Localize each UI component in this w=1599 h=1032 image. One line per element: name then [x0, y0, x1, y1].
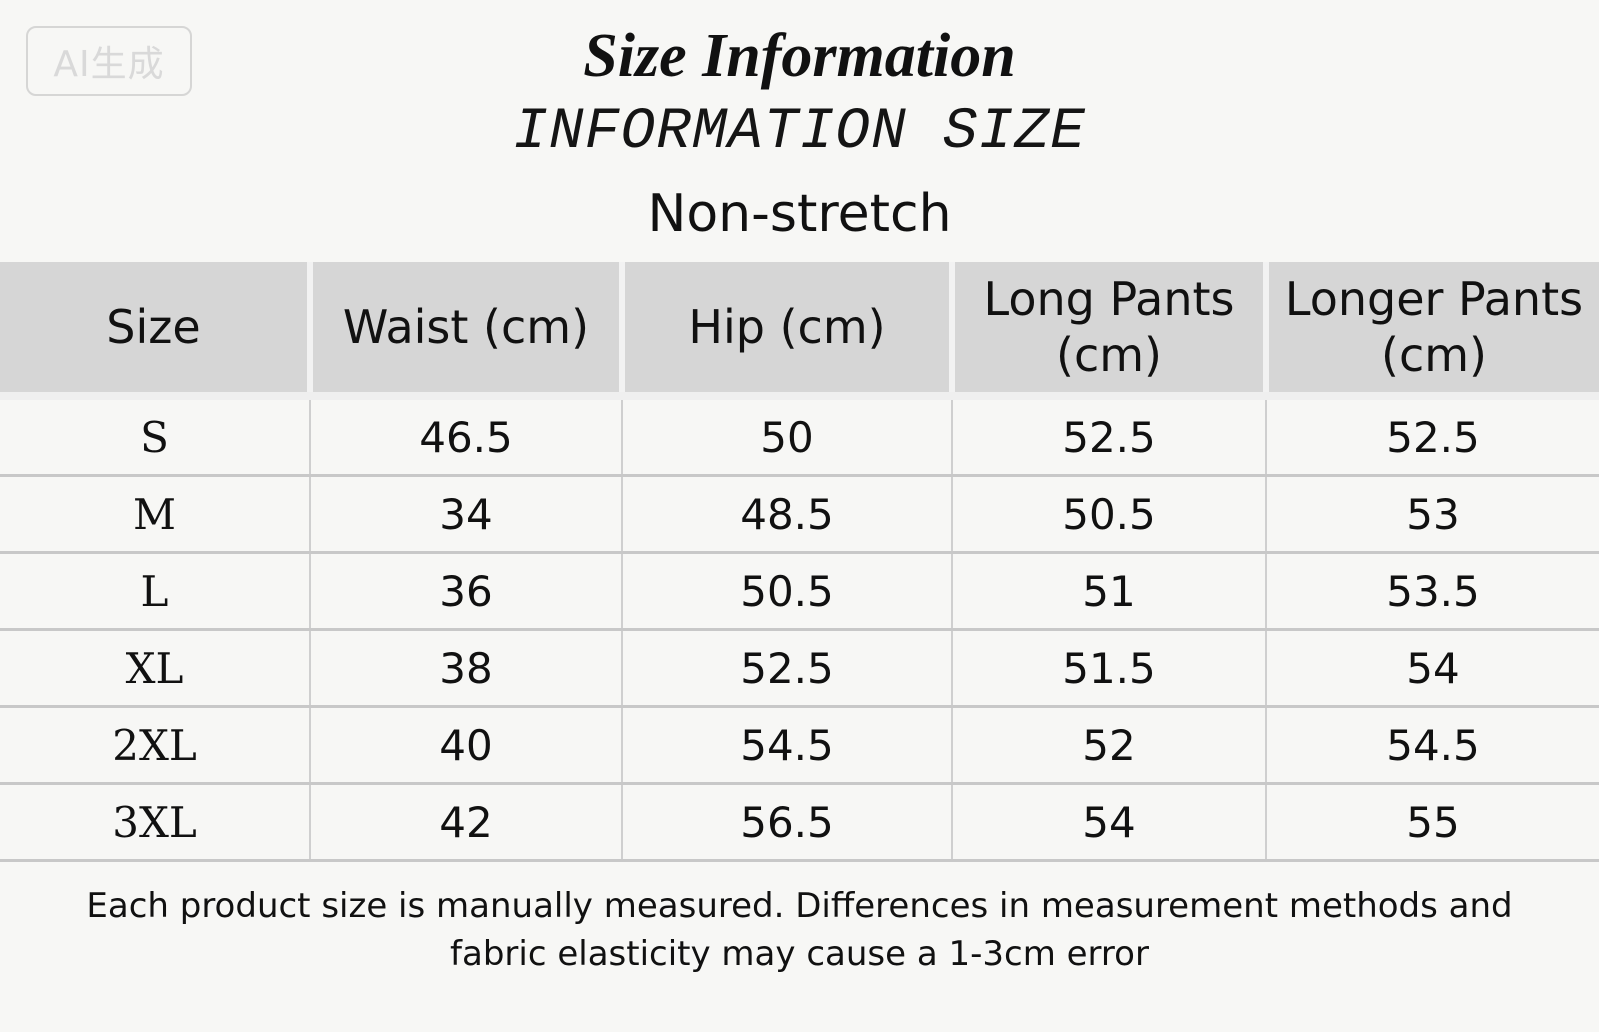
size-cell: 2XL [0, 706, 311, 785]
table-row: S 46.5 50 52.5 52.5 [0, 396, 1599, 477]
measurement-note-line-2: fabric elasticity may cause a 1-3cm erro… [450, 934, 1149, 974]
column-header-longer-pants: Longer Pants (cm) [1263, 262, 1599, 400]
long-pants-cell: 51.5 [951, 629, 1267, 708]
waist-cell: 36 [309, 552, 623, 631]
hip-cell: 56.5 [621, 783, 953, 862]
size-cell: M [0, 475, 311, 554]
longer-pants-cell: 54.5 [1265, 706, 1599, 785]
size-cell: S [0, 396, 311, 477]
waist-cell: 40 [309, 706, 623, 785]
hip-cell: 50.5 [621, 552, 953, 631]
size-table: Size Waist (cm) Hip (cm) Long Pants (cm)… [0, 262, 1599, 862]
longer-pants-cell: 54 [1265, 629, 1599, 708]
longer-pants-cell: 55 [1265, 783, 1599, 862]
long-pants-cell: 52 [951, 706, 1267, 785]
long-pants-cell: 51 [951, 552, 1267, 631]
long-pants-cell: 50.5 [951, 475, 1267, 554]
column-header-long-pants: Long Pants (cm) [949, 262, 1269, 400]
table-row: 3XL 42 56.5 54 55 [0, 783, 1599, 862]
long-pants-cell: 54 [951, 783, 1267, 862]
size-cell: L [0, 552, 311, 631]
page-subtitle: INFORMATION SIZE [513, 100, 1086, 165]
table-row: M 34 48.5 50.5 53 [0, 475, 1599, 554]
hip-cell: 54.5 [621, 706, 953, 785]
page-title: Size Information [583, 22, 1016, 90]
table-row: XL 38 52.5 51.5 54 [0, 629, 1599, 708]
table-row: L 36 50.5 51 53.5 [0, 552, 1599, 631]
hip-cell: 50 [621, 396, 953, 477]
waist-cell: 42 [309, 783, 623, 862]
ai-generated-watermark: AI生成 [26, 26, 192, 96]
measurement-note-line-1: Each product size is manually measured. … [86, 886, 1513, 926]
waist-cell: 38 [309, 629, 623, 708]
size-cell: 3XL [0, 783, 311, 862]
table-row: 2XL 40 54.5 52 54.5 [0, 706, 1599, 785]
hip-cell: 52.5 [621, 629, 953, 708]
longer-pants-cell: 53.5 [1265, 552, 1599, 631]
waist-cell: 46.5 [309, 396, 623, 477]
size-cell: XL [0, 629, 311, 708]
long-pants-cell: 52.5 [951, 396, 1267, 477]
longer-pants-cell: 53 [1265, 475, 1599, 554]
hip-cell: 48.5 [621, 475, 953, 554]
measurement-note: Each product size is manually measured. … [0, 882, 1599, 978]
column-header-hip: Hip (cm) [619, 262, 955, 400]
longer-pants-cell: 52.5 [1265, 396, 1599, 477]
table-header-row: Size Waist (cm) Hip (cm) Long Pants (cm)… [0, 262, 1599, 400]
column-header-waist: Waist (cm) [307, 262, 625, 400]
waist-cell: 34 [309, 475, 623, 554]
fabric-stretch-label: Non-stretch [647, 184, 952, 244]
column-header-size: Size [0, 262, 313, 400]
